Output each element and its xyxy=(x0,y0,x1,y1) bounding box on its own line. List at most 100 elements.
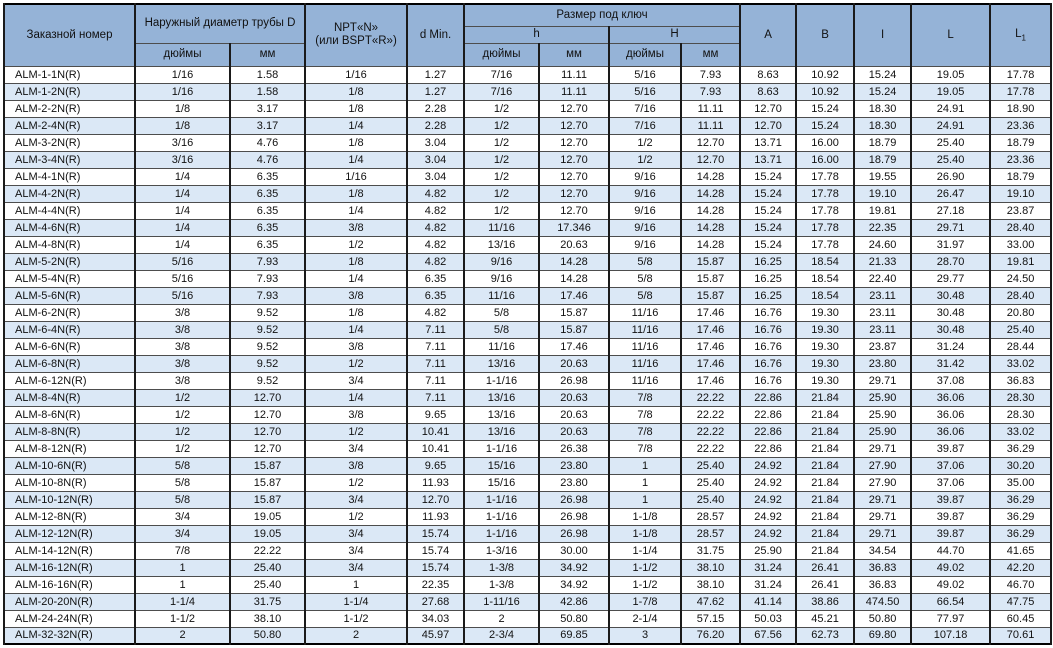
dimension-value-cell: 9.52 xyxy=(228,371,307,390)
dimension-value-cell: 3.04 xyxy=(406,133,466,152)
order-number-cell: ALM-3-2N(R) xyxy=(3,133,136,152)
dimension-value-cell: 17.78 xyxy=(795,167,856,186)
dimension-value-cell: 38.86 xyxy=(795,592,856,611)
dimension-value-cell: 57.15 xyxy=(680,609,742,628)
dimension-value-cell: 24.92 xyxy=(739,490,798,509)
table-row: ALM-10-6N(R) 5/8 15.87 3/8 9.65 15/16 23.80 1 25… xyxy=(3,456,1053,475)
dimension-value-cell: 1-1/2 xyxy=(608,575,683,594)
dimension-value-cell: 35.00 xyxy=(989,473,1053,492)
dimension-value-cell: 17.78 xyxy=(989,65,1053,84)
order-number-cell: ALM-12-12N(R) xyxy=(3,524,136,543)
table-row: ALM-24-24N(R) 1-1/2 38.10 1-1/2 34.03 2 50.80 2… xyxy=(3,609,1053,628)
dimension-value-cell: 1/8 xyxy=(304,184,409,203)
dimension-value-cell: 1/2 xyxy=(463,116,541,135)
dimension-value-cell: 1.27 xyxy=(406,65,466,84)
dimension-value-cell: 5/8 xyxy=(608,286,683,305)
dimension-value-cell: 36.83 xyxy=(853,575,913,594)
dimension-value-cell: 26.98 xyxy=(538,490,611,509)
dimension-value-cell: 6.35 xyxy=(406,286,466,305)
dimension-value-cell: 30.00 xyxy=(538,541,611,560)
dimension-value-cell: 16.76 xyxy=(739,320,798,339)
dimension-value-cell: 23.87 xyxy=(853,337,913,356)
table-row: ALM-8-12N(R) 1/2 12.70 3/4 10.41 1-1/16 26.38 7… xyxy=(3,439,1053,458)
dimension-value-cell: 15.24 xyxy=(739,201,798,220)
dimension-value-cell: 67.56 xyxy=(739,626,798,645)
dimension-value-cell: 15.74 xyxy=(406,541,466,560)
col-header-d-inches: дюймы xyxy=(134,42,231,67)
order-number-cell: ALM-6-4N(R) xyxy=(3,320,136,339)
dimension-value-cell: 1/8 xyxy=(134,99,231,118)
order-number-cell: ALM-32-32N(R) xyxy=(3,626,136,645)
dimension-value-cell: 12.70 xyxy=(680,133,742,152)
dimension-value-cell: 474.50 xyxy=(853,592,913,611)
dimension-value-cell: 5/16 xyxy=(608,82,683,101)
dimension-value-cell: 10.41 xyxy=(406,439,466,458)
dimension-value-cell: 22.35 xyxy=(406,575,466,594)
dimension-value-cell: 31.97 xyxy=(910,235,992,254)
col-header-hupper-inches: дюймы xyxy=(608,42,683,67)
dimension-value-cell: 20.63 xyxy=(538,405,611,424)
dimension-value-cell: 47.75 xyxy=(989,592,1053,611)
dimension-value-cell: 21.84 xyxy=(795,524,856,543)
col-header-order-number: Заказной номер xyxy=(3,3,136,67)
dimension-value-cell: 1/4 xyxy=(304,388,409,407)
dimension-value-cell: 1/2 xyxy=(304,235,409,254)
dimension-value-cell: 7.11 xyxy=(406,371,466,390)
dimension-value-cell: 16.76 xyxy=(739,337,798,356)
dimension-value-cell: 25.90 xyxy=(739,541,798,560)
dimension-value-cell: 69.80 xyxy=(853,626,913,645)
order-number-cell: ALM-4-2N(R) xyxy=(3,184,136,203)
dimension-value-cell: 1/8 xyxy=(304,303,409,322)
dimension-value-cell: 1/2 xyxy=(134,422,231,441)
dimension-value-cell: 36.29 xyxy=(989,524,1053,543)
dimension-value-cell: 10.92 xyxy=(795,82,856,101)
dimension-value-cell: 6.35 xyxy=(228,184,307,203)
dimension-value-cell: 26.47 xyxy=(910,184,992,203)
dimension-value-cell: 5/16 xyxy=(134,269,231,288)
dimension-value-cell: 1 xyxy=(134,575,231,594)
dimension-value-cell: 9.52 xyxy=(228,337,307,356)
dimension-value-cell: 29.71 xyxy=(853,490,913,509)
dimension-value-cell: 6.35 xyxy=(228,201,307,220)
dimension-value-cell: 17.46 xyxy=(538,286,611,305)
dimension-value-cell: 4.82 xyxy=(406,184,466,203)
dimension-value-cell: 1 xyxy=(608,490,683,509)
dimension-value-cell: 16.00 xyxy=(795,133,856,152)
dimension-value-cell: 49.02 xyxy=(910,558,992,577)
dimension-value-cell: 3/8 xyxy=(304,218,409,237)
dimension-value-cell: 18.30 xyxy=(853,116,913,135)
dimension-value-cell: 20.63 xyxy=(538,235,611,254)
dimension-value-cell: 25.40 xyxy=(228,575,307,594)
dimension-value-cell: 23.87 xyxy=(989,201,1053,220)
dimension-value-cell: 47.62 xyxy=(680,592,742,611)
order-number-cell: ALM-4-6N(R) xyxy=(3,218,136,237)
table-row: ALM-6-6N(R) 3/8 9.52 3/8 7.11 11/16 17.46 11/16… xyxy=(3,337,1053,356)
dimension-value-cell: 9.52 xyxy=(228,354,307,373)
dimension-value-cell: 7/16 xyxy=(463,65,541,84)
dimension-value-cell: 62.73 xyxy=(795,626,856,645)
dimension-value-cell: 1.27 xyxy=(406,82,466,101)
dimension-value-cell: 15.87 xyxy=(680,269,742,288)
dimension-value-cell: 30.48 xyxy=(910,303,992,322)
dimension-value-cell: 70.61 xyxy=(989,626,1053,645)
dimension-value-cell: 17.46 xyxy=(680,371,742,390)
dimension-value-cell: 7.93 xyxy=(228,286,307,305)
dimension-value-cell: 30.48 xyxy=(910,286,992,305)
dimension-value-cell: 29.77 xyxy=(910,269,992,288)
dimension-value-cell: 11/16 xyxy=(608,320,683,339)
dimension-value-cell: 12.70 xyxy=(538,167,611,186)
dimension-value-cell: 3 xyxy=(608,626,683,645)
order-number-cell: ALM-12-8N(R) xyxy=(3,507,136,526)
dimension-value-cell: 11.93 xyxy=(406,473,466,492)
dimension-value-cell: 21.84 xyxy=(795,490,856,509)
dimension-value-cell: 21.84 xyxy=(795,405,856,424)
dimension-value-cell: 7/8 xyxy=(608,388,683,407)
dimension-value-cell: 17.46 xyxy=(680,303,742,322)
dimension-value-cell: 24.92 xyxy=(739,456,798,475)
table-row: ALM-16-16N(R) 1 25.40 1 22.35 1-3/8 34.92 1-1/2… xyxy=(3,575,1053,594)
dimension-value-cell: 1 xyxy=(608,473,683,492)
table-row: ALM-4-1N(R) 1/4 6.35 1/16 3.04 1/2 12.70 9/16 14… xyxy=(3,167,1053,186)
dimension-value-cell: 22.86 xyxy=(739,405,798,424)
order-number-cell: ALM-10-8N(R) xyxy=(3,473,136,492)
dimension-value-cell: 19.81 xyxy=(853,201,913,220)
